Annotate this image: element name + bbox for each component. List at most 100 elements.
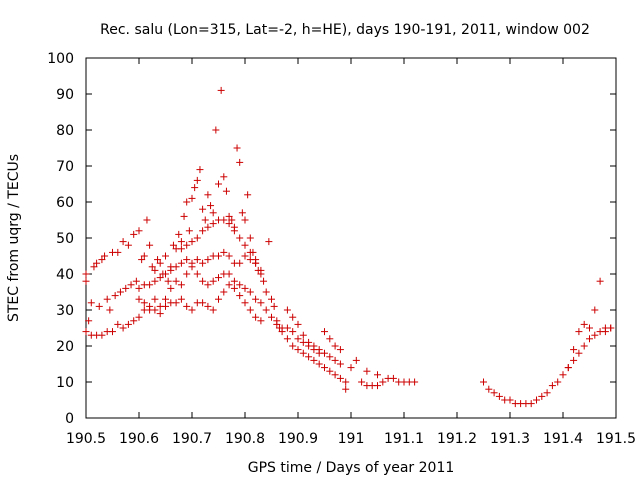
data-point: [342, 385, 350, 393]
data-point: [236, 281, 244, 289]
data-point: [143, 216, 151, 224]
y-tick-label: 0: [65, 411, 74, 427]
data-point: [230, 284, 238, 292]
data-point: [162, 252, 169, 260]
data-point: [98, 331, 106, 339]
data-point: [162, 295, 169, 303]
data-point: [554, 378, 562, 386]
data-point: [193, 256, 201, 264]
data-point: [135, 284, 143, 292]
data-point: [315, 360, 323, 368]
data-point: [299, 349, 307, 357]
data-point: [289, 328, 297, 336]
data-point: [262, 306, 270, 314]
data-point: [82, 277, 90, 285]
data-point: [151, 266, 159, 274]
y-tick-label: 50: [56, 231, 74, 247]
data-point: [326, 353, 334, 361]
data-point: [209, 306, 217, 314]
x-tick-label: 191.4: [543, 431, 583, 447]
data-point: [289, 342, 297, 350]
data-point: [116, 288, 124, 296]
data-point: [90, 263, 98, 271]
data-point: [225, 270, 233, 278]
data-point: [193, 176, 201, 184]
data-point: [156, 310, 164, 318]
data-point: [209, 277, 217, 285]
data-point: [336, 346, 344, 354]
data-point: [220, 173, 228, 181]
data-point: [411, 378, 419, 386]
data-point: [283, 324, 291, 332]
data-point: [151, 306, 159, 314]
data-point: [130, 317, 138, 325]
data-point: [575, 349, 583, 357]
data-point: [167, 284, 175, 292]
data-point: [177, 281, 185, 289]
data-point: [310, 346, 318, 354]
data-point: [111, 292, 119, 300]
x-tick-label: 190.6: [119, 431, 159, 447]
data-point: [252, 313, 260, 321]
data-point: [222, 187, 230, 195]
data-point: [236, 259, 244, 267]
data-point: [172, 263, 180, 271]
data-point: [363, 367, 371, 375]
x-tick-label: 190.8: [225, 431, 265, 447]
data-point: [164, 277, 172, 285]
data-point: [175, 230, 183, 238]
data-point: [207, 202, 215, 210]
data-point: [204, 281, 212, 289]
data-point: [209, 209, 217, 217]
data-point: [538, 392, 546, 400]
data-point: [310, 356, 318, 364]
data-point: [167, 266, 175, 274]
data-point: [607, 324, 615, 332]
data-point: [363, 382, 371, 390]
x-tick-label: 190.7: [172, 431, 212, 447]
data-point: [188, 194, 196, 202]
data-point: [225, 281, 233, 289]
data-point: [336, 360, 344, 368]
data-point: [87, 299, 95, 307]
data-point: [135, 295, 143, 303]
data-point: [140, 252, 148, 260]
data-point: [331, 356, 339, 364]
y-tick-label: 10: [56, 375, 74, 391]
x-axis: 190.5 190.6 190.7 190.8 190.9 191 191.1 191.2 19…: [66, 58, 636, 447]
data-point: [230, 227, 238, 235]
data-point: [315, 349, 323, 357]
data-point: [146, 281, 154, 289]
data-point: [244, 191, 252, 199]
data-point: [151, 277, 159, 285]
data-point: [331, 371, 339, 379]
data-point: [241, 252, 249, 260]
data-point: [204, 302, 212, 310]
data-point: [135, 313, 143, 321]
data-point: [193, 270, 201, 278]
data-point: [172, 299, 180, 307]
data-point: [591, 331, 599, 339]
data-point: [82, 328, 90, 336]
data-point: [289, 313, 297, 321]
data-point: [209, 220, 217, 228]
data-point: [236, 292, 244, 300]
data-point: [257, 266, 265, 274]
data-point: [294, 346, 302, 354]
data-point: [156, 259, 164, 267]
data-point: [305, 353, 313, 361]
data-point: [124, 241, 132, 249]
y-tick-label: 90: [56, 87, 74, 103]
data-point: [257, 299, 265, 307]
data-point: [533, 396, 540, 404]
data-point: [326, 335, 334, 343]
data-point: [183, 270, 191, 278]
y-tick-label: 80: [56, 123, 74, 139]
data-point: [204, 191, 212, 199]
data-point: [212, 126, 220, 134]
data-point: [204, 223, 212, 231]
data-point: [270, 302, 278, 310]
data-point: [241, 284, 249, 292]
data-point: [93, 259, 101, 267]
